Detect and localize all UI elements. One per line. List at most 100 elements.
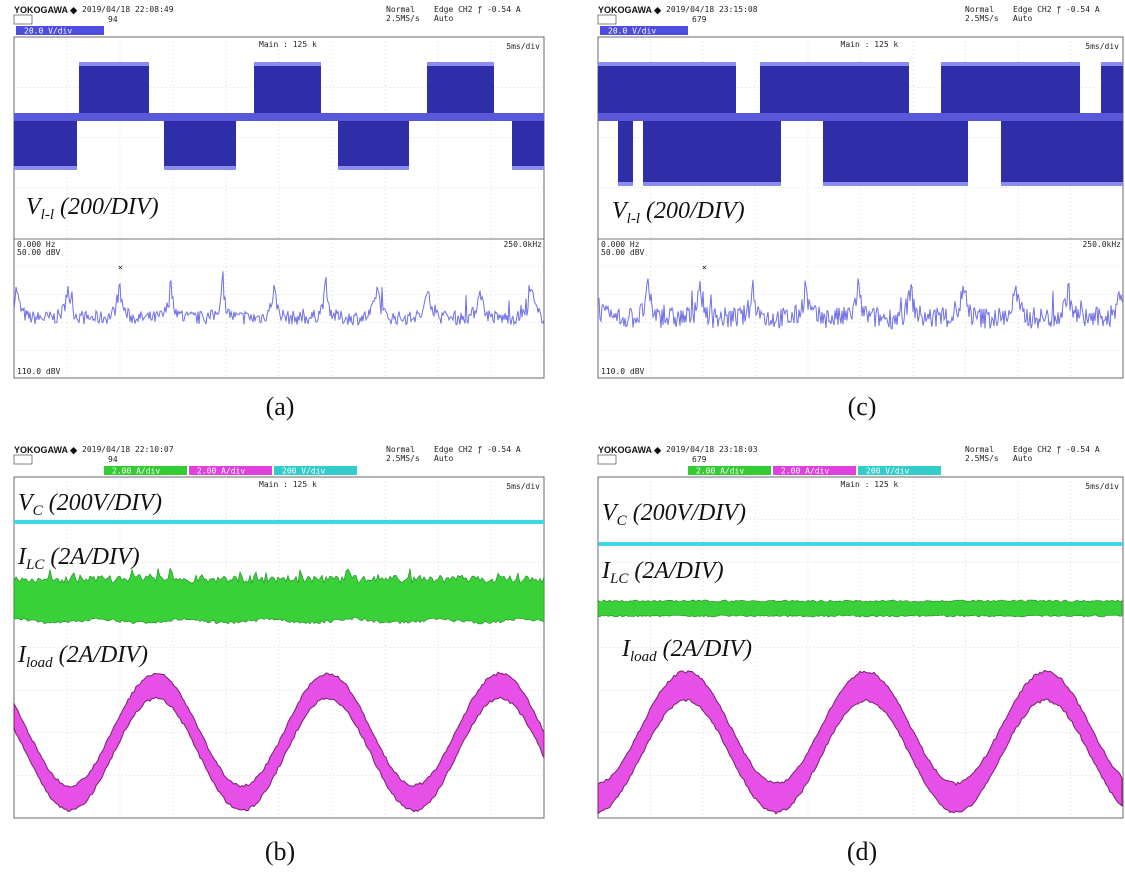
pwm-block <box>598 62 736 117</box>
trigger: Edge CH2 ƒ -0.54 A <box>1013 445 1100 454</box>
pwm-block <box>427 62 494 117</box>
timebase: 5ms/div <box>1085 42 1119 51</box>
pwm-edge <box>254 62 321 66</box>
pwm-edge <box>338 166 409 170</box>
datetime: 2019/04/18 23:18:03 <box>666 445 758 454</box>
datetime: 2019/04/18 22:10:07 <box>82 445 174 454</box>
vc-trace <box>598 542 1123 546</box>
trigger-mode: Auto <box>434 14 453 23</box>
channel-tag: 2.00 A/div <box>112 467 160 476</box>
pwm-edge <box>760 62 909 66</box>
zoom: Main : 125 k <box>259 40 317 49</box>
channel-tag: 200 V/div <box>866 467 910 476</box>
label-scale: (200/DIV) <box>54 194 159 220</box>
marker: × <box>118 263 123 272</box>
trigger-mode: Auto <box>1013 454 1032 463</box>
pwm-edge <box>823 182 968 186</box>
acq-count: 679 <box>692 15 707 24</box>
header-box <box>598 455 616 464</box>
brand: YOKOGAWA ◆ <box>598 5 662 15</box>
pwm-block <box>1001 120 1123 186</box>
pwm-block <box>1101 62 1123 117</box>
channel-tag: 2.00 A/div <box>197 467 245 476</box>
trigger: Edge CH2 ƒ -0.54 A <box>1013 5 1100 14</box>
timebase: 5ms/div <box>506 482 540 491</box>
pwm-zero-band <box>598 113 1123 121</box>
brand: YOKOGAWA ◆ <box>598 445 662 455</box>
mode: Normal <box>965 5 994 14</box>
label-scale: (2A/DIV) <box>44 544 139 570</box>
mode: Normal <box>386 445 415 454</box>
label-subscript: load <box>26 655 53 671</box>
scope-panel: YOKOGAWA ◆2019/04/18 23:18:03679Normal2.… <box>598 445 1123 818</box>
sample-rate: 2.5MS/s <box>965 454 999 463</box>
label-scale: (200V/DIV) <box>627 500 746 526</box>
label-scale: (2A/DIV) <box>657 636 752 662</box>
label-subscript: load <box>630 649 657 665</box>
pwm-edge <box>618 182 633 186</box>
pwm-block <box>164 120 236 170</box>
label-scale: (200V/DIV) <box>43 490 162 516</box>
pwm-block <box>512 120 544 170</box>
pwm-block <box>941 62 1080 117</box>
channel-tag: 2.00 A/div <box>781 467 829 476</box>
pwm-zero-band <box>14 113 544 121</box>
level-top: 50.00 dBV <box>601 248 645 257</box>
header-box <box>14 15 32 24</box>
zoom: Main : 125 k <box>841 40 899 49</box>
channel-tag: 2.00 A/div <box>696 467 744 476</box>
sample-rate: 2.5MS/s <box>386 454 420 463</box>
pwm-edge <box>164 166 236 170</box>
caption: (d) <box>847 837 877 866</box>
pwm-block <box>823 120 968 186</box>
mode: Normal <box>386 5 415 14</box>
timebase: 5ms/div <box>506 42 540 51</box>
header-box <box>598 15 616 24</box>
pwm-block <box>79 62 149 117</box>
freq-end: 250.0kHz <box>1082 240 1121 249</box>
pwm-block <box>14 120 77 170</box>
freq-end: 250.0kHz <box>503 240 542 249</box>
pwm-block <box>643 120 781 186</box>
header-box <box>14 455 32 464</box>
level-bottom: 110.0 dBV <box>17 367 61 376</box>
caption: (b) <box>265 837 295 866</box>
pwm-edge <box>1001 182 1123 186</box>
scope-panel: YOKOGAWA ◆2019/04/18 22:10:0794Normal2.5… <box>14 445 544 818</box>
pwm-block <box>254 62 321 117</box>
scope-panel: YOKOGAWA ◆2019/04/18 23:15:08679Normal2.… <box>598 5 1123 378</box>
zoom: Main : 125 k <box>841 480 899 489</box>
trigger: Edge CH2 ƒ -0.54 A <box>434 5 521 14</box>
mode: Normal <box>965 445 994 454</box>
channel-tag: 20.0 V/div <box>608 27 656 36</box>
sample-rate: 2.5MS/s <box>386 14 420 23</box>
pwm-edge <box>643 182 781 186</box>
zoom: Main : 125 k <box>259 480 317 489</box>
trigger-mode: Auto <box>1013 14 1032 23</box>
label-subscript: l-l <box>627 211 640 227</box>
label-subscript: LC <box>25 557 45 573</box>
pwm-edge <box>427 62 494 66</box>
pwm-edge <box>598 62 736 66</box>
timebase: 5ms/div <box>1085 482 1119 491</box>
pwm-block <box>760 62 909 117</box>
acq-count: 679 <box>692 455 707 464</box>
marker: × <box>702 263 707 272</box>
ilc-trace <box>598 600 1122 617</box>
pwm-edge <box>1101 62 1123 66</box>
pwm-edge <box>79 62 149 66</box>
label-scale: (2A/DIV) <box>53 642 148 668</box>
figure: YOKOGAWA ◆2019/04/18 22:08:4994Normal2.5… <box>0 0 1125 883</box>
level-top: 50.00 dBV <box>17 248 61 257</box>
page: {"panels": [ {"caption": "(a)", "brand":… <box>0 0 1125 883</box>
pwm-edge <box>14 166 77 170</box>
acq-count: 94 <box>108 455 118 464</box>
scope-panel: YOKOGAWA ◆2019/04/18 22:08:4994Normal2.5… <box>14 5 544 378</box>
datetime: 2019/04/18 22:08:49 <box>82 5 174 14</box>
level-bottom: 110.0 dBV <box>601 367 645 376</box>
trigger: Edge CH2 ƒ -0.54 A <box>434 445 521 454</box>
pwm-edge <box>512 166 544 170</box>
vc-trace <box>14 520 544 524</box>
channel-tag: 20.0 V/div <box>24 27 72 36</box>
pwm-block <box>618 120 633 186</box>
